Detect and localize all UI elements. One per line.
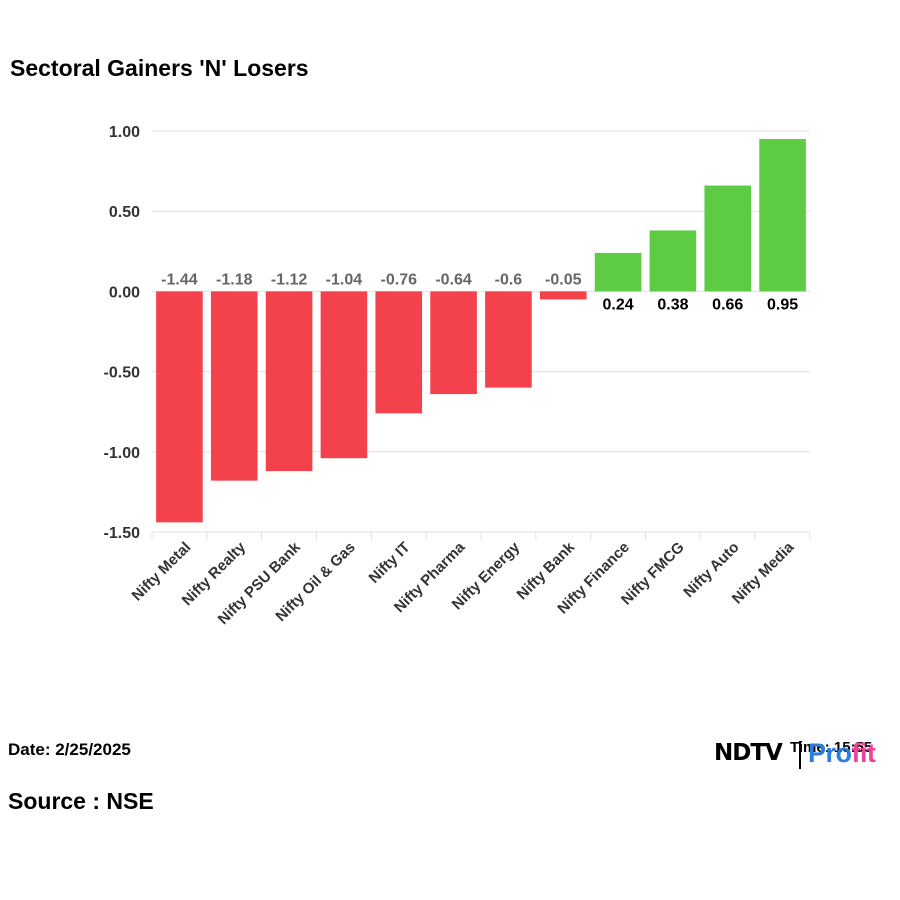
- ndtv-profit-logo: NDTV Time: 15:55 Profit: [714, 738, 894, 772]
- data-label: -0.64: [435, 271, 472, 288]
- bar: [594, 252, 642, 292]
- logo-profit-b: fit: [851, 738, 876, 768]
- y-tick-label: -1.50: [104, 525, 141, 542]
- y-tick-label: 0.00: [109, 284, 140, 301]
- y-tick-label: 0.50: [109, 204, 140, 221]
- bar: [649, 230, 697, 292]
- logo-profit: Profit: [808, 738, 876, 769]
- bar: [759, 139, 806, 292]
- data-label: -0.76: [381, 271, 418, 288]
- y-tick-label: -1.00: [104, 445, 141, 462]
- data-label: -1.04: [326, 271, 363, 288]
- time-label: Time: 15:55: [790, 739, 873, 756]
- data-label: 0.95: [767, 296, 798, 313]
- date-label: Date: 2/25/2025: [8, 740, 131, 759]
- bar: [375, 291, 423, 414]
- data-label: 0.66: [712, 296, 743, 313]
- data-label: -1.44: [161, 271, 198, 288]
- bar: [210, 291, 258, 481]
- logo-divider: [799, 741, 801, 769]
- bar: [539, 291, 587, 300]
- y-tick-label: -0.50: [104, 365, 141, 382]
- bar: [430, 291, 477, 395]
- x-tick-label: Nifty IT: [366, 539, 414, 587]
- bar: [156, 291, 203, 523]
- bar: [704, 185, 752, 292]
- data-label: -1.12: [271, 271, 308, 288]
- logo-profit-a: Pro: [808, 738, 852, 768]
- bar: [265, 291, 313, 472]
- y-tick-label: 1.00: [109, 124, 140, 141]
- chart-title: Sectoral Gainers 'N' Losers: [10, 55, 309, 81]
- source-label: Source : NSE: [8, 788, 154, 814]
- data-label: 0.24: [603, 296, 634, 313]
- data-label: -0.05: [545, 271, 582, 288]
- data-label: 0.38: [657, 296, 688, 313]
- data-label: -0.6: [495, 271, 523, 288]
- bar: [320, 291, 368, 459]
- bar: [485, 291, 532, 388]
- logo-brand: NDTV: [714, 740, 783, 766]
- data-label: -1.18: [216, 271, 253, 288]
